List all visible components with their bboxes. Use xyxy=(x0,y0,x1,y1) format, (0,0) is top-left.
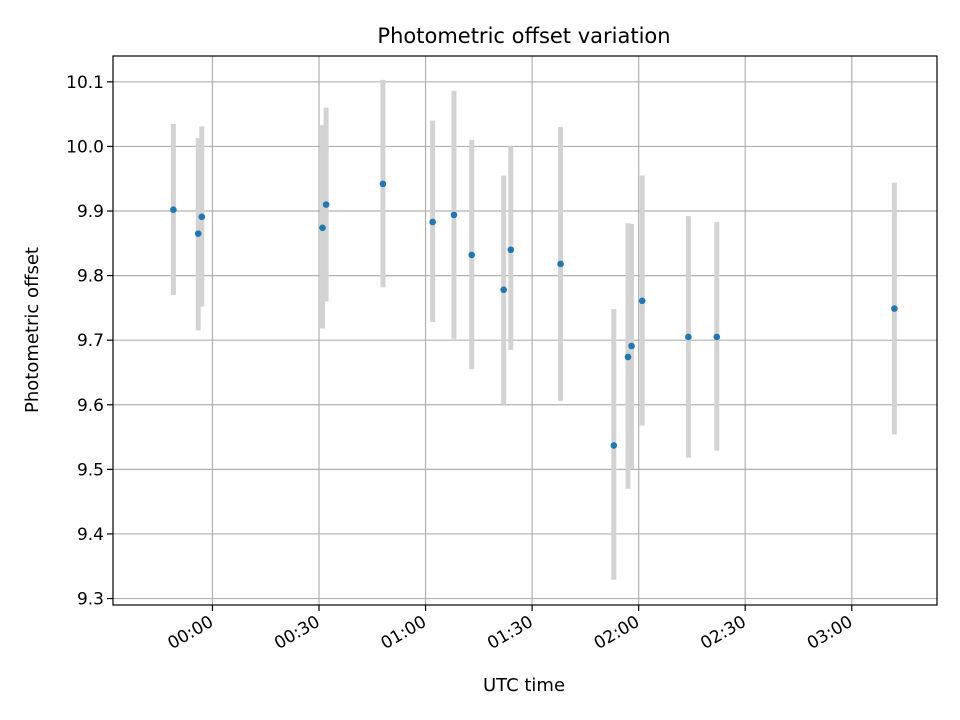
data-point xyxy=(322,201,330,208)
y-tick-label: 9.3 xyxy=(77,590,104,610)
y-tick-label: 10.0 xyxy=(66,137,104,157)
x-axis-title: UTC time xyxy=(483,675,565,696)
data-point xyxy=(624,353,632,361)
plot-frame xyxy=(112,55,938,606)
data-point xyxy=(638,297,646,305)
data-point xyxy=(379,180,387,188)
data-point xyxy=(194,230,202,237)
y-tick-label: 9.5 xyxy=(77,460,104,480)
data-points xyxy=(170,180,898,449)
y-tick-label: 9.4 xyxy=(77,525,104,545)
data-point xyxy=(170,206,177,214)
data-point xyxy=(500,286,507,294)
y-tick-label: 9.9 xyxy=(77,202,104,222)
data-point xyxy=(685,333,692,341)
data-point xyxy=(429,218,436,226)
data-point xyxy=(557,260,564,268)
data-point xyxy=(891,305,898,312)
grid xyxy=(113,56,937,605)
y-tick-label: 9.6 xyxy=(77,396,104,416)
y-tick-label: 9.7 xyxy=(77,331,104,351)
y-axis-ticks: 9.3 9.4 9.5 9.6 9.7 9.8 9.9 10.0 10.1 xyxy=(66,73,113,610)
chart-title: Photometric offset variation xyxy=(377,24,670,48)
data-point xyxy=(450,211,458,219)
data-point xyxy=(507,246,515,254)
y-tick-label: 10.1 xyxy=(66,73,104,93)
data-point xyxy=(198,213,206,221)
data-point xyxy=(713,333,721,341)
data-point xyxy=(319,224,326,232)
data-point xyxy=(468,251,476,259)
y-tick-label: 9.8 xyxy=(77,267,104,287)
y-axis-title: Photometric offset xyxy=(22,247,43,413)
data-point xyxy=(610,442,618,449)
data-point xyxy=(628,342,635,350)
